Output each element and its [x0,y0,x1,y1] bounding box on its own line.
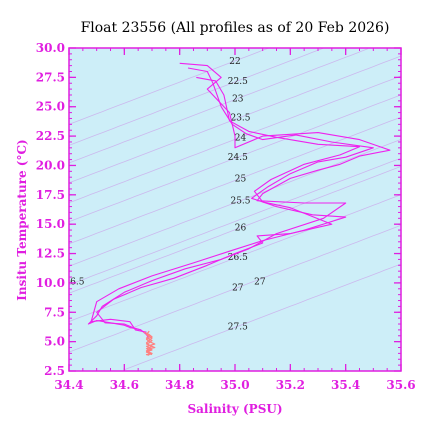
y-tick-label: 27.5 [36,70,65,84]
isopycnal-lines [68,47,402,371]
y-tick-label: 20.0 [36,158,65,172]
isopycnal-line [68,94,402,223]
deep-profile-line [145,330,156,356]
isopycnal-label: 27 [232,284,244,294]
x-tick-label: 35.2 [276,378,305,392]
x-tick-label: 34.6 [110,378,139,392]
isopycnal-label: 24.5 [228,153,248,163]
isopycnal-line [124,263,402,371]
chart-title: Float 23556 (All profiles as of 20 Feb 2… [81,20,390,36]
x-tick-label: 35.4 [331,378,360,392]
isopycnal-line [68,48,368,164]
isopycnal-line [68,166,402,294]
isopycnal-label: 26.5 [228,253,248,263]
y-tick-label: 5.0 [44,335,65,349]
isopycnal-line [68,224,402,353]
profile-line [96,76,361,331]
isopycnal-label: 23 [232,95,244,105]
isopycnal-line [68,116,402,245]
y-tick-label: 2.5 [44,364,65,378]
x-tick-label: 35.6 [386,378,415,392]
isopycnal-label: 25 [235,174,247,184]
x-axis: 34.4 34.6 34.8 35.0 35.2 35.4 35.6 [54,48,416,392]
isopycnal-label: 27.5 [228,322,248,332]
profile-lines [87,62,391,356]
y-tick-label: 30.0 [36,41,65,55]
y-tick-label: 7.5 [44,305,65,319]
isopycnal-line [68,194,402,322]
isopycnal-label: 6.5 [70,278,85,288]
isopycnal-line [68,47,269,125]
x-tick-label: 34.4 [54,378,83,392]
isopycnal-label: 27 [254,278,266,288]
isopycnal-label: 25.5 [230,197,250,207]
y-tick-label: 22.5 [36,129,65,143]
plot-background [69,48,401,371]
x-tick-label: 34.8 [165,378,194,392]
y-tick-label: 10.0 [36,276,65,290]
isopycnal-label: 22.5 [228,77,248,87]
isopycnal-line [68,55,402,184]
y-tick-label: 12.5 [36,247,65,261]
isopycnal-line [68,47,324,146]
x-tick-label: 35.0 [220,378,249,392]
y-tick-label: 17.5 [36,188,65,202]
isopycnal-label: 23.5 [230,113,250,123]
x-axis-title: Salinity (PSU) [187,402,282,416]
isopycnal-line [68,157,402,286]
y-tick-label: 15.0 [36,217,65,231]
isopycnal-label: 22 [229,57,240,67]
y-axis-title: Insitu Temperature (°C) [15,139,29,300]
y-tick-label: 25.0 [36,100,65,114]
y-axis: 2.5 5.0 7.5 10.0 12.5 15.0 17.5 20.0 22.5 25.0 27.… [36,41,401,378]
isopycnal-line [68,139,402,267]
isopycnal-labels: 22 22.5 23 23.5 24 24.5 25 25.5 26 26.5 27 27 27.5 6.… [70,57,266,332]
deep-profile-line [143,331,156,356]
isopycnal-label: 26 [235,224,247,234]
isopycnal-label: 24 [235,133,247,143]
